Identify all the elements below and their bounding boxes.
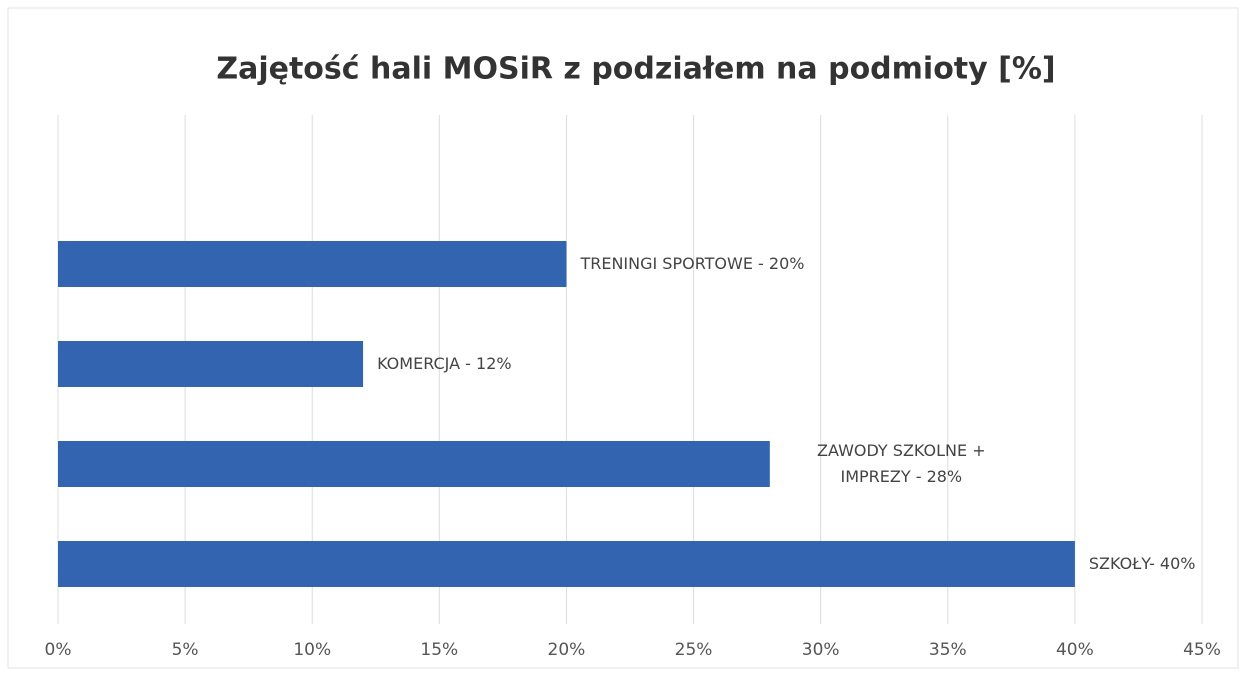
data-label: KOMERCJA - 12% (377, 354, 512, 373)
chart-title: Zajętość hali MOSiR z podziałem na podmi… (216, 52, 1055, 87)
data-label: SZKOŁY- 40% (1088, 554, 1196, 573)
x-tick-label: 10% (293, 640, 331, 660)
x-tick-label: 20% (548, 640, 586, 660)
x-tick-label: 30% (802, 640, 840, 660)
x-tick-label: 15% (420, 640, 458, 660)
x-tick-label: 45% (1183, 640, 1221, 660)
x-tick-label: 40% (1056, 640, 1094, 660)
bar (58, 241, 567, 287)
bar (58, 441, 770, 487)
bar (58, 541, 1075, 587)
data-label: ZAWODY SZKOLNE + IMPREZY - 28% (817, 441, 986, 486)
x-tick-label: 5% (172, 640, 199, 660)
x-tick-label: 0% (45, 640, 72, 660)
x-tick-label: 25% (675, 640, 713, 660)
data-label: TRENINGI SPORTOWE - 20% (580, 254, 805, 273)
bar (58, 341, 364, 387)
chart-border (7, 7, 1239, 669)
x-tick-label: 35% (929, 640, 967, 660)
